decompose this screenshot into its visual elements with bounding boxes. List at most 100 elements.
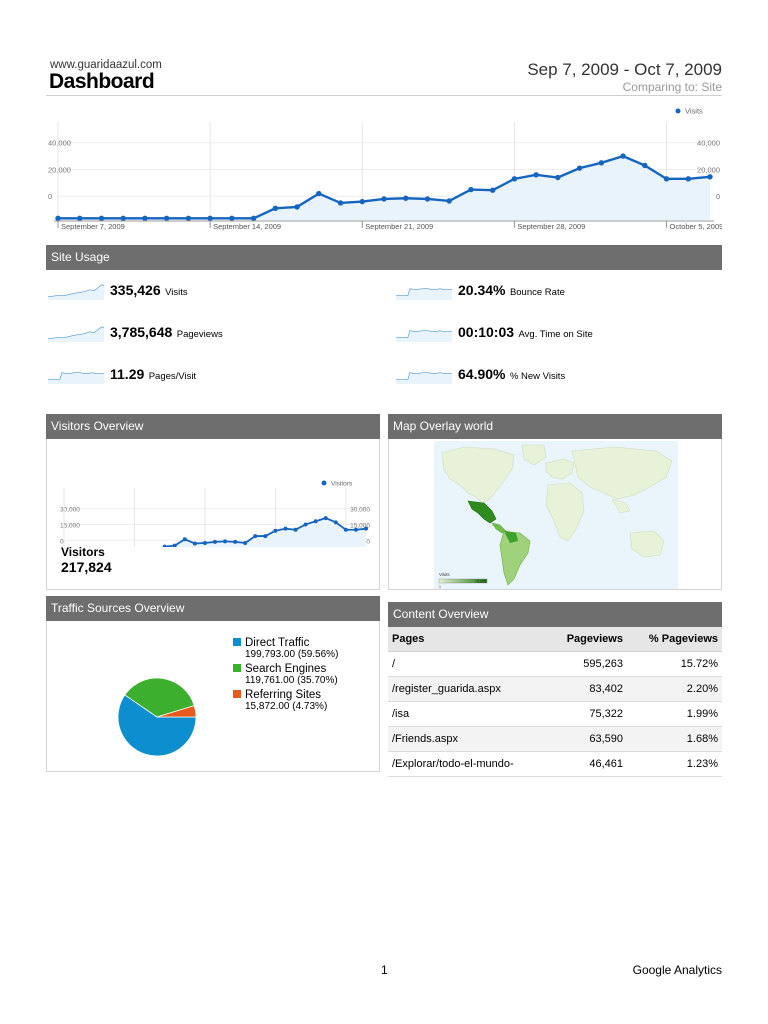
data-point[interactable] [707, 174, 713, 180]
data-point[interactable] [313, 519, 318, 524]
table-row[interactable]: /register_guarida.aspx 83,402 2.20% [388, 676, 722, 702]
page-path[interactable]: /isa [388, 701, 548, 727]
data-point[interactable] [253, 534, 258, 539]
metric-bounce-rate[interactable]: 20.34% Bounce Rate [394, 280, 714, 308]
data-point[interactable] [142, 215, 148, 222]
x-tick-label: September 7, 2009 [61, 222, 125, 231]
data-point[interactable] [273, 528, 278, 533]
metric-value: 00:10:03 [458, 324, 515, 340]
col-pages: Pages [388, 627, 548, 652]
data-point[interactable] [364, 526, 368, 531]
data-point[interactable] [250, 215, 257, 222]
data-point[interactable] [163, 215, 170, 222]
metric-value: 20.34% [458, 282, 506, 298]
date-range[interactable]: Sep 7, 2009 - Oct 7, 2009 [527, 60, 722, 79]
page-path[interactable]: /Explorar/todo-el-mundo- [388, 751, 548, 777]
table-row[interactable]: /isa 75,322 1.99% [388, 701, 722, 727]
content-overview-panel: Content Overview Pages Pageviews % Pagev… [388, 602, 722, 777]
pie-slice-direct-traffic[interactable] [117, 694, 197, 757]
data-point[interactable] [192, 541, 197, 546]
data-point[interactable] [620, 153, 626, 159]
data-point[interactable] [353, 527, 358, 532]
legend-item-search-engines[interactable]: Search Engines 119,761.00 (35.70%) [233, 663, 338, 686]
legend-item-direct-traffic[interactable]: Direct Traffic 199,793.00 (59.56%) [233, 637, 338, 660]
metric-label: Visits [165, 287, 188, 298]
data-point[interactable] [272, 205, 279, 211]
y-tick-label-right: 20,000 [697, 165, 720, 174]
data-point[interactable] [293, 527, 298, 532]
data-point[interactable] [316, 190, 322, 197]
sparkline [47, 284, 105, 300]
data-point[interactable] [359, 198, 365, 205]
x-tick-label: September 28, 2009 [517, 222, 585, 231]
map-legend-max: 78,880 [475, 580, 486, 584]
data-point[interactable] [294, 204, 300, 210]
page-path[interactable]: /register_guarida.aspx [388, 676, 548, 702]
data-point[interactable] [77, 215, 83, 222]
data-point[interactable] [446, 198, 452, 204]
data-point[interactable] [468, 186, 474, 193]
world-map[interactable]: Visits 1 78,880 [434, 441, 678, 589]
data-point[interactable] [343, 527, 348, 532]
metric-new-visits[interactable]: 64.90% % New Visits [394, 364, 714, 392]
data-point[interactable] [98, 215, 105, 222]
data-point[interactable] [303, 522, 308, 527]
data-point[interactable] [333, 520, 338, 525]
data-point[interactable] [263, 534, 268, 539]
data-point[interactable] [283, 526, 288, 531]
data-point[interactable] [207, 215, 213, 222]
metric-pages-visit[interactable]: 11.29 Pages/Visit [46, 364, 366, 392]
pie-slice-referring-sites[interactable] [156, 705, 197, 718]
table-row[interactable]: /Explorar/todo-el-mundo- 46,461 1.23% [388, 751, 722, 777]
metric-label: Pages/Visit [148, 371, 197, 382]
data-point[interactable] [223, 539, 228, 544]
data-point[interactable] [233, 539, 238, 544]
data-point[interactable] [120, 215, 126, 222]
data-point[interactable] [323, 516, 328, 521]
y-tick-label-right: 30,000 [350, 507, 370, 514]
data-point[interactable] [185, 215, 192, 222]
data-point[interactable] [424, 196, 431, 202]
data-point[interactable] [182, 537, 187, 542]
metric-visits[interactable]: 335,426 Visits [46, 280, 366, 308]
data-point[interactable] [337, 200, 344, 206]
data-point[interactable] [381, 196, 387, 202]
data-point[interactable] [202, 540, 207, 545]
legend-item-referring-sites[interactable]: Referring Sites 15,872.00 (4.73%) [233, 689, 327, 712]
data-point[interactable] [489, 187, 496, 193]
data-point[interactable] [598, 160, 605, 166]
series-area [164, 518, 366, 547]
data-point[interactable] [685, 176, 691, 182]
metric-pageviews[interactable]: 3,785,648 Pageviews [46, 322, 366, 350]
data-point[interactable] [533, 172, 539, 178]
legend-name: Search Engines [245, 663, 327, 675]
metric-avg-time-on-site[interactable]: 00:10:03 Avg. Time on Site [394, 322, 714, 350]
data-point[interactable] [55, 215, 61, 222]
legend-name: Referring Sites [245, 689, 322, 701]
pct-value: 15.72% [626, 651, 722, 677]
data-point[interactable] [576, 165, 583, 171]
site-usage-title: Site Usage [46, 245, 722, 270]
pie-slice-search-engines[interactable] [124, 677, 195, 718]
table-row[interactable]: /Friends.aspx 63,590 1.68% [388, 726, 722, 752]
data-point[interactable] [642, 162, 648, 169]
mexico-shape [467, 500, 497, 524]
site-usage-panel: Site Usage 335,426 Visits 20.34% Bounce R… [46, 245, 722, 395]
data-point[interactable] [555, 174, 561, 181]
data-point[interactable] [213, 539, 217, 544]
page-path[interactable]: /Friends.aspx [388, 726, 548, 752]
metric-value: 64.90% [458, 366, 506, 382]
data-point[interactable] [172, 543, 177, 547]
metric-label: % New Visits [509, 371, 566, 382]
metric-label: Pageviews [176, 329, 223, 340]
page-path[interactable]: / [388, 651, 548, 677]
data-point[interactable] [511, 176, 518, 182]
data-point[interactable] [403, 195, 409, 201]
data-point[interactable] [162, 544, 167, 547]
data-point[interactable] [229, 215, 235, 222]
sparkline [47, 326, 105, 342]
table-row[interactable]: / 595,263 15.72% [388, 651, 722, 677]
pageviews-value: 595,263 [547, 651, 627, 677]
data-point[interactable] [663, 176, 670, 182]
data-point[interactable] [243, 540, 248, 545]
